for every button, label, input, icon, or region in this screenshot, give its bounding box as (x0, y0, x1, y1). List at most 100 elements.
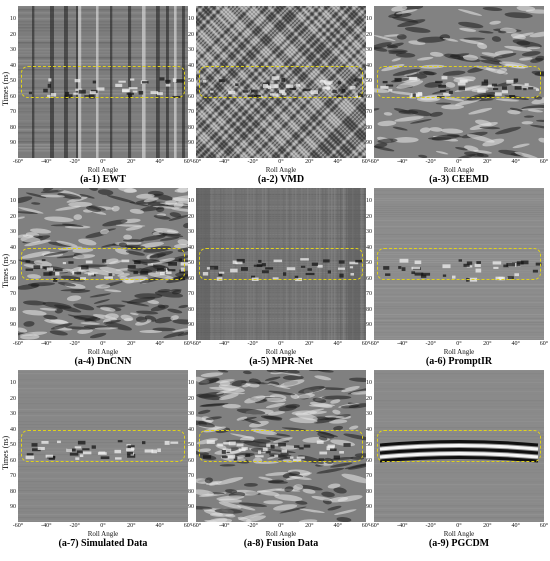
panel-caption: (a-8) Fusion Data (243, 538, 319, 549)
y-tick-label: 90 (188, 504, 194, 510)
panel-caption: (a-6) PromptIR (425, 356, 493, 367)
y-tick-label: 70 (188, 473, 194, 479)
y-tick-label: 30 (366, 411, 372, 417)
y-tick-label: 50 (366, 442, 372, 448)
panel-caption: (a-7) Simulated Data (58, 538, 148, 549)
y-tick-label: 10 (10, 380, 16, 386)
y-tick-label: 80 (10, 124, 16, 131)
y-tick-label: 20 (10, 395, 16, 402)
y-tick-label: 10 (188, 198, 194, 204)
x-tick-label: 20° (483, 523, 492, 529)
y-tick-label: 40 (188, 244, 194, 251)
y-tick-label: 20 (10, 213, 16, 220)
x-tick-label: 60° (539, 159, 549, 165)
y-tick-label: 30 (188, 411, 194, 417)
x-tick-label: -20° (247, 159, 258, 165)
radargram-image (374, 188, 544, 340)
y-tick-label: 60 (366, 457, 372, 464)
x-tick-label: -60° (368, 159, 380, 165)
x-tick-label: -40° (41, 341, 52, 347)
x-tick-label: 20° (305, 159, 314, 165)
x-tick-label: 20° (305, 523, 314, 529)
highlight-region-box (377, 430, 541, 462)
panel-caption: (a-5) MPR-Net (249, 356, 313, 367)
y-tick-label: 10 (366, 380, 372, 386)
y-tick-label: 60 (366, 93, 372, 100)
y-tick-label: 30 (10, 47, 16, 53)
x-tick-label: 40° (511, 341, 520, 347)
x-tick-label: 20° (483, 159, 492, 165)
y-tick-label: 70 (188, 291, 194, 297)
x-tick-label: 0° (100, 523, 106, 529)
highlight-region-box (199, 430, 363, 462)
x-tick-label: -60° (12, 159, 24, 165)
x-tick-label: 0° (100, 341, 106, 347)
y-tick-label: 60 (10, 457, 16, 464)
y-tick-label: 90 (10, 322, 16, 328)
y-tick-label: 20 (366, 31, 372, 38)
x-tick-label: 0° (456, 341, 462, 347)
radargram-image (374, 6, 544, 158)
highlight-region-box (21, 430, 185, 462)
x-tick-label: -60° (190, 523, 202, 529)
x-tick-label: -20° (69, 159, 80, 165)
y-tick-label: 80 (366, 488, 372, 495)
x-tick-label: 60° (361, 341, 371, 347)
y-tick-label: 80 (366, 306, 372, 313)
y-tick-label: 20 (188, 31, 194, 38)
x-tick-label: 60° (539, 523, 549, 529)
y-tick-label: 70 (366, 109, 372, 115)
y-tick-label: 50 (188, 78, 194, 84)
x-tick-label: -40° (397, 159, 408, 165)
y-tick-label: 10 (188, 16, 194, 22)
x-tick-label: -40° (397, 341, 408, 347)
x-tick-label: 0° (278, 523, 284, 529)
y-axis-label: Times (ns) (1, 71, 10, 106)
y-tick-label: 20 (366, 395, 372, 402)
x-tick-label: 60° (183, 159, 193, 165)
y-tick-label: 50 (10, 260, 16, 266)
x-tick-label: 20° (127, 523, 136, 529)
y-tick-label: 90 (10, 504, 16, 510)
y-tick-label: 90 (366, 322, 372, 328)
x-tick-label: -60° (190, 341, 202, 347)
radargram-image (196, 6, 366, 158)
panel-caption: (a-2) VMD (257, 174, 305, 185)
x-tick-label: -20° (69, 523, 80, 529)
x-axis-label: Roll Angle (87, 348, 119, 356)
x-tick-label: 40° (333, 341, 342, 347)
y-tick-label: 70 (366, 291, 372, 297)
y-tick-label: 60 (188, 275, 194, 282)
x-tick-label: -60° (12, 341, 24, 347)
x-tick-label: 40° (511, 523, 520, 529)
y-tick-label: 40 (366, 426, 372, 433)
x-tick-label: -60° (368, 341, 380, 347)
x-axis-label: Roll Angle (443, 166, 475, 174)
x-axis-label: Roll Angle (265, 348, 297, 356)
x-tick-label: -40° (219, 159, 230, 165)
x-axis-label: Roll Angle (443, 530, 475, 538)
x-tick-label: -20° (425, 341, 436, 347)
x-tick-label: 60° (183, 523, 193, 529)
y-tick-label: 90 (366, 140, 372, 146)
y-axis-label: Times (ns) (1, 435, 10, 470)
y-tick-label: 70 (10, 473, 16, 479)
y-tick-label: 40 (10, 426, 16, 433)
y-tick-label: 80 (188, 124, 194, 131)
radargram-image (374, 370, 544, 522)
y-tick-label: 40 (366, 62, 372, 69)
x-tick-label: 20° (127, 341, 136, 347)
y-tick-label: 50 (10, 442, 16, 448)
x-tick-label: 20° (483, 341, 492, 347)
x-tick-label: -20° (425, 523, 436, 529)
y-tick-label: 90 (10, 140, 16, 146)
x-tick-label: -20° (425, 159, 436, 165)
y-tick-label: 80 (10, 306, 16, 313)
y-tick-label: 70 (10, 109, 16, 115)
radargram-image (196, 370, 366, 522)
y-axis-label: Times (ns) (1, 253, 10, 288)
x-tick-label: 0° (456, 159, 462, 165)
panel-caption: (a-1) EWT (80, 174, 126, 185)
x-tick-label: -40° (219, 341, 230, 347)
y-tick-label: 30 (188, 229, 194, 235)
